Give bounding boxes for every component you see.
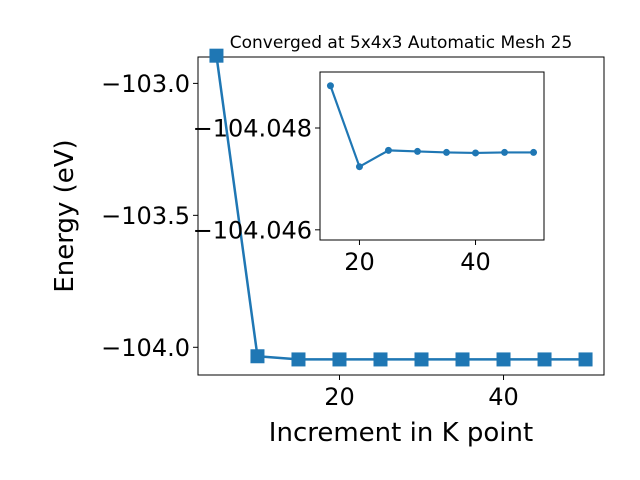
main-data-point <box>332 352 347 367</box>
inset-series-line <box>329 85 534 168</box>
main-data-point <box>496 352 511 367</box>
inset-axes: 20 40 −104.048−104.046 <box>193 71 545 276</box>
inset-x-tick-label: 20 <box>344 248 375 276</box>
inset-data-point <box>443 148 451 156</box>
main-y-tick-label: −103.5 <box>101 202 190 230</box>
main-y-tick-label: −104.0 <box>101 334 190 362</box>
x-axis-label: Increment in K point <box>269 418 533 448</box>
main-data-point <box>291 352 306 367</box>
inset-data-point <box>501 148 509 156</box>
main-data-point <box>250 349 265 364</box>
inset-data-point <box>530 148 538 156</box>
inset-x-tick-label: 40 <box>460 248 491 276</box>
inset-y-tick-label: −104.048 <box>193 115 312 143</box>
inset-axes-frame <box>319 71 545 241</box>
inset-data-point <box>413 147 421 155</box>
main-y-tick-label: −103.0 <box>101 70 190 98</box>
inset-plot-area <box>326 82 538 171</box>
main-data-point <box>537 352 552 367</box>
main-series-line <box>215 55 586 361</box>
y-axis-label: Energy (eV) <box>50 139 80 292</box>
main-x-tick-label: 40 <box>488 383 519 411</box>
inset-data-point <box>326 82 334 90</box>
main-data-point <box>209 48 224 63</box>
main-y-ticks: −103.0 −103.5 −104.0 <box>101 70 198 362</box>
chart-title: Converged at 5x4x3 Automatic Mesh 25 <box>230 33 573 53</box>
main-x-tick-label: 20 <box>324 383 355 411</box>
main-data-point <box>414 352 429 367</box>
main-data-point <box>578 352 593 367</box>
inset-x-ticks: 20 40 <box>344 240 491 276</box>
main-data-point <box>373 352 388 367</box>
main-plot-area <box>209 48 593 367</box>
inset-y-ticks: −104.048 −104.046 <box>193 115 320 244</box>
inset-data-point <box>472 149 480 157</box>
inset-data-point <box>384 146 392 154</box>
main-data-point <box>455 352 470 367</box>
inset-y-tick-label: −104.046 <box>193 216 312 244</box>
inset-data-point <box>355 163 363 171</box>
main-x-ticks: 20 40 <box>324 375 519 411</box>
